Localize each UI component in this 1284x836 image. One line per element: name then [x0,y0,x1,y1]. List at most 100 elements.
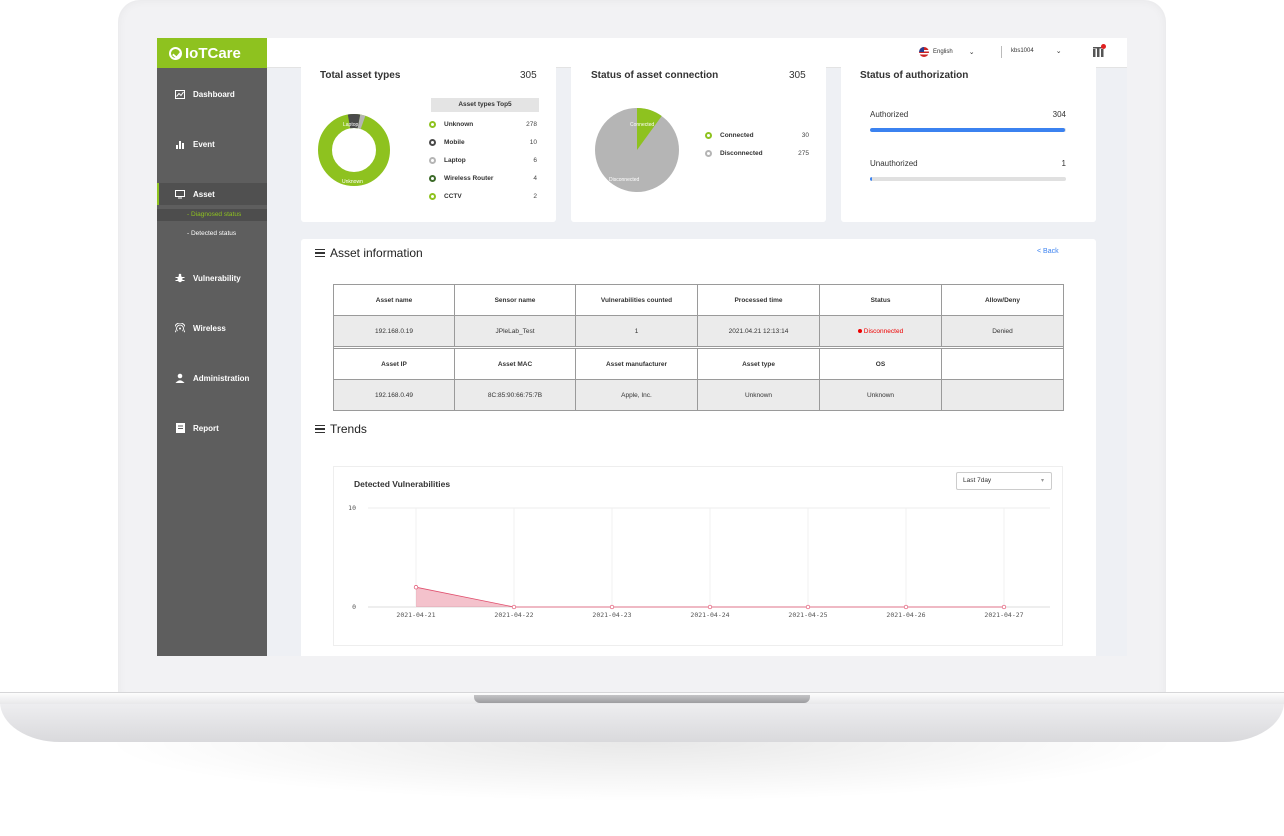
legend-row: Unknown [429,121,473,128]
sidebar-item-label: Asset [193,189,215,199]
chevron-down-icon: ⌄ [968,49,975,56]
language-selector[interactable]: English ⌄ [919,47,975,57]
sidebar-item-asset[interactable]: Asset [157,183,267,205]
table-header-cell: Vulnerabilities counted [575,284,698,316]
donut-slice-laptop [357,114,366,130]
chevron-down-icon: ⌄ [1055,48,1062,55]
table-cell: 192.168.0.19 [333,315,455,347]
pie-label-connected: Connected [630,122,654,128]
series-area [416,587,1004,607]
legend-dot-icon [429,175,436,182]
table-header-cell: Asset manufacturer [575,348,698,380]
legend-row: Wireless Router [429,175,493,182]
legend-dot-icon [705,150,712,157]
sidebar: IoTCare Dashboard Event Asset - D [157,38,267,656]
table-header-row: Asset name Sensor name Vulnerabilities c… [333,284,1064,316]
notification-grid-icon[interactable] [1092,44,1106,58]
donut-label-laptop: Laptop [343,122,359,128]
legend-label: Mobile [444,139,465,146]
back-link[interactable]: < Back [1037,248,1059,255]
legend-dot-icon [705,132,712,139]
legend-value: 2 [533,193,537,200]
card-total: 305 [789,70,806,81]
table-header-cell: Asset IP [333,348,455,380]
legend-label: CCTV [444,193,462,200]
pie-slice-connected [637,107,662,150]
asset-types-donut: Laptop Unknown [318,113,390,186]
table-cell: Unknown [697,379,820,411]
section-trends: Trends [315,422,367,436]
table-cell: 2021.04.21 12:13:14 [697,315,820,347]
connection-pie: Connected Disconnected [595,107,679,192]
section-asset-information: Asset information [315,246,423,260]
chart-icon [175,89,185,99]
data-point [805,604,811,610]
sidebar-item-dashboard[interactable]: Dashboard [157,83,267,105]
table-header-row: Asset IP Asset MAC Asset manufacturer As… [333,348,1064,380]
legend-dot-icon [429,193,436,200]
menu-icon [315,425,325,433]
section-title: Asset information [330,246,423,260]
data-point [511,604,517,610]
x-tick-label: 2021-04-24 [690,611,729,619]
wifi-icon [175,323,185,333]
menu-icon [315,249,325,257]
sidebar-item-label: Dashboard [193,89,235,99]
status-badge: Disconnected [863,327,904,335]
check-circle-icon [169,46,182,60]
app-logo-text: IoTCare [185,44,241,62]
sidebar-subitem-detected[interactable]: - Detected status [187,230,237,237]
trends-chart-card: Detected Vulnerabilities Last 7day ▾ 202… [333,466,1063,646]
sidebar-item-administration[interactable]: Administration [157,367,267,389]
donut-label-unknown: Unknown [342,179,363,185]
x-tick-label: 2021-04-27 [984,611,1023,619]
status-cell: Disconnected [819,315,942,347]
range-select[interactable]: Last 7day ▾ [956,472,1052,490]
card-title: Status of authorization [860,70,969,81]
data-point [707,604,713,610]
legend-value: 4 [533,175,537,182]
language-label: English [933,49,953,55]
data-point [609,604,615,610]
asset-types-card: Total asset types 305 Laptop Unknown Ass… [301,62,556,222]
legend-dot-icon [429,157,436,164]
sidebar-item-label: Vulnerability [193,273,241,283]
x-tick-label: 2021-04-22 [494,611,533,619]
card-title: Total asset types [320,70,401,81]
user-menu[interactable]: kbs1004 ⌄ [1011,47,1062,55]
table-header-cell: OS [819,348,942,380]
app-logo[interactable]: IoTCare [157,38,267,68]
auth-progress-fill [870,128,1066,132]
sidebar-item-label: Event [193,139,215,149]
y-tick-label: 0 [352,603,356,611]
table-spacer-cell [333,346,1064,349]
table-cell: JPleLab_Test [454,315,576,347]
sidebar-item-event[interactable]: Event [157,133,267,155]
authorization-card: Status of authorization Authorized 304 U… [841,62,1096,222]
legend-label: Disconnected [720,150,763,157]
table-cell: 8C:85:90:66:75:7B [454,379,576,411]
table-header-cell: Asset MAC [454,348,576,380]
legend-value: 6 [533,157,537,164]
auth-progress-authorized [870,128,1066,132]
laptop-notch [474,695,810,703]
asset-info-table: Asset name Sensor name Vulnerabilities c… [333,284,1064,411]
auth-value-unauthorized: 1 [1061,159,1066,168]
sidebar-item-wireless[interactable]: Wireless [157,317,267,339]
sidebar-item-report[interactable]: Report [157,417,267,439]
legend-label: Wireless Router [444,175,494,182]
sidebar-subitem-diagnosed[interactable]: - Diagnosed status [157,209,267,221]
sidebar-item-vulnerability[interactable]: Vulnerability [157,267,267,289]
x-tick-label: 2021-04-21 [396,611,435,619]
legend-row: Mobile [429,139,465,146]
table-header-cell: Asset name [333,284,455,316]
legend-label: Unknown [444,121,474,128]
table-header-cell: Sensor name [454,284,576,316]
legend-value: 10 [529,139,537,146]
x-tick-label: 2021-04-23 [592,611,631,619]
sidebar-item-label: Administration [193,373,250,383]
x-tick-label: 2021-04-26 [886,611,925,619]
legend-row: Disconnected [705,150,763,157]
auth-progress-fill [870,177,872,181]
